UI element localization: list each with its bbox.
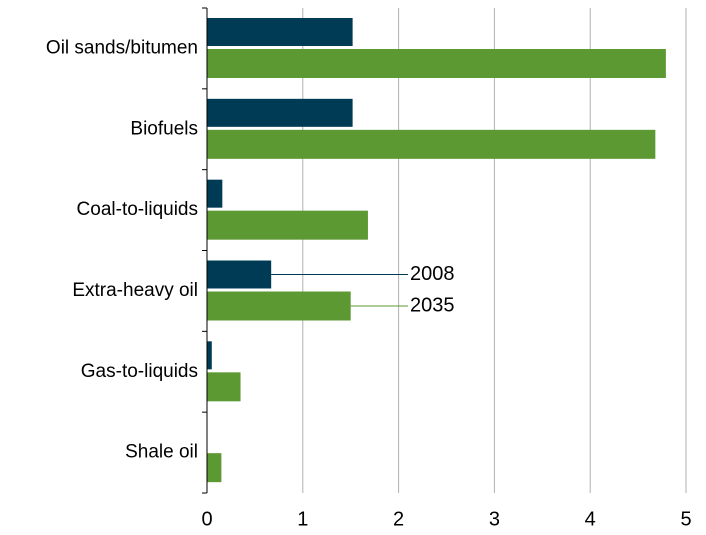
- bar: [207, 210, 368, 240]
- bar: [207, 129, 656, 159]
- y-tick-label: Oil sands/bitumen: [46, 37, 198, 58]
- bar: [207, 49, 666, 78]
- x-tick-label: 3: [489, 508, 500, 530]
- bar: [207, 341, 212, 370]
- x-tick-label: 1: [297, 508, 308, 530]
- x-tick-label: 2: [393, 508, 404, 530]
- y-tick-label: Biofuels: [130, 118, 198, 139]
- bar: [207, 18, 353, 46]
- legend-label: 2035: [410, 294, 455, 316]
- x-tick-label: 5: [680, 508, 691, 530]
- bar: [207, 260, 272, 289]
- bar: [207, 179, 223, 208]
- bar: [207, 453, 222, 483]
- y-tick-label: Shale oil: [125, 442, 198, 463]
- bar: [207, 291, 351, 321]
- bar: [207, 372, 241, 402]
- y-tick-label: Coal-to-liquids: [77, 199, 198, 220]
- x-tick-label: 4: [585, 508, 596, 530]
- y-tick-label: Gas-to-liquids: [81, 361, 198, 382]
- x-tick-label: 0: [201, 508, 212, 530]
- legend-label: 2008: [410, 263, 455, 285]
- bar: [207, 98, 353, 127]
- y-tick-label: Extra-heavy oil: [72, 280, 198, 301]
